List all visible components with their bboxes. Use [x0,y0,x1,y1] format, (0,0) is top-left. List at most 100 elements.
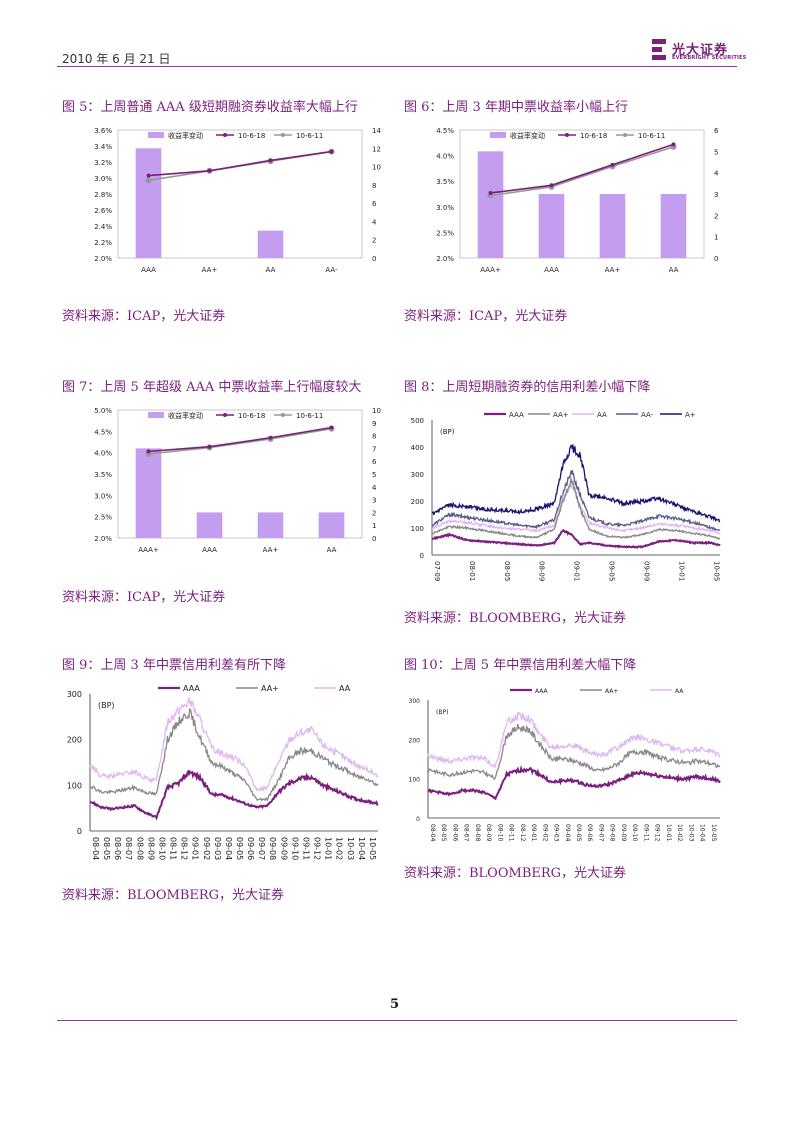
fig9-legend-label: AA+ [261,684,279,693]
fig5-right-tick: 4 [372,218,377,226]
fig10-title: 图 10：上周 5 年中票信用利差大幅下降 [404,658,637,673]
fig10-x-tick: 09-01 [530,824,537,842]
fig6-data-point [549,183,554,188]
fig7-right-tick: 6 [372,458,377,466]
fig6-right-tick: 4 [714,170,719,178]
fig8-y-tick: 400 [411,444,424,452]
fig6-title: 图 6：上周 3 年期中票收益率小幅上行 [404,100,628,115]
fig7-series-line [148,426,332,453]
fig6-left-tick: 2.5% [436,229,454,237]
fig10-x-tick: 08-04 [429,824,436,842]
fig7-left-tick: 3.0% [94,492,112,500]
fig6-category-label: AAA [544,266,559,274]
fig7-legend-swatch [148,412,164,418]
fig6-left-tick: 2.0% [436,255,454,263]
fig5-series-line [148,150,332,177]
fig9-x-tick: 09-09 [279,837,288,860]
fig7-data-point [207,444,212,449]
fig5-data-point [329,149,334,154]
fig8-legend-label: AA- [641,411,654,419]
fig10-legend-label: AA [675,688,684,695]
fig6-data-point [488,190,493,195]
fig8-y-tick: 100 [411,525,424,533]
fig7-left-tick: 4.0% [94,450,112,458]
logo-mark-icon [652,39,668,61]
fig8-x-tick: 09-05 [608,561,616,581]
fig9-x-tick: 08-12 [180,837,189,860]
fig10-x-tick: 09-08 [609,824,616,842]
fig5-category-label: AA+ [202,266,218,274]
fig5-category-label: AA [266,266,276,274]
fig10-x-tick: 10-01 [665,824,672,842]
fig5-category-label: AA- [325,266,338,274]
page-number: 5 [390,997,400,1012]
fig9-x-tick: 09-08 [268,837,277,860]
fig7-legend-label: 10-6-18 [238,412,265,420]
fig10-x-tick: 08-06 [451,824,458,842]
fig10-unit-label: (BP) [436,709,448,716]
fig6-right-tick: 3 [714,191,718,199]
company-logo: 光大证券 EVERBRIGHT SECURITIES [652,39,752,65]
fig6-legend-marker [623,133,627,137]
fig5-bar [135,148,162,258]
fig10-x-tick: 09-12 [654,824,661,842]
fig7-source: 资料来源：ICAP，光大证券 [62,590,226,605]
fig10-series-line [427,711,721,769]
fig8-x-tick: 08-09 [538,561,546,581]
fig9-title: 图 9：上周 3 年中票信用利差有所下降 [62,658,286,673]
fig8-legend-label: A+ [685,411,696,419]
fig6-category-label: AA [669,266,679,274]
fig5-right-tick: 12 [372,145,381,153]
fig7-category-label: AAA+ [138,546,159,554]
fig7-plot-frame [117,409,363,539]
fig8-legend-label: AAA [509,411,524,419]
fig10-x-tick: 09-04 [564,824,571,842]
fig5-right-tick: 8 [372,182,376,190]
fig9-x-tick: 09-12 [313,837,322,860]
fig7-data-point [329,425,334,430]
fig7-bar [318,512,345,538]
fig9-x-tick: 08-07 [124,837,133,860]
fig5-plot-frame [117,129,363,259]
fig9-x-tick: 10-01 [324,837,333,860]
fig9-x-tick: 09-11 [301,837,310,860]
fig8-y-tick: 300 [411,471,424,479]
fig7-legend-marker [223,413,227,417]
fig5-left-tick: 3.2% [94,159,112,167]
fig9-x-tick: 08-10 [157,837,166,860]
fig8-legend-label: AA [597,411,607,419]
fig8-series-line [431,483,721,535]
fig8-x-tick: 09-09 [642,561,650,581]
fig5-right-tick: 10 [372,164,381,172]
fig10-x-tick: 08-09 [485,824,492,842]
fig5-legend-swatch [148,132,164,138]
fig10-legend-label: AA+ [605,688,618,695]
fig5-data-point [207,168,212,173]
fig6-left-tick: 4.0% [436,153,454,161]
fig7-category-label: AA [327,546,337,554]
fig5-left-tick: 2.2% [94,239,112,247]
fig5-right-tick: 2 [372,237,376,245]
fig6-data-point [610,162,615,167]
fig8-source: 资料来源：BLOOMBERG，光大证券 [404,611,627,626]
fig8-x-tick: 09-01 [573,561,581,581]
fig8-x-tick: 10-01 [677,561,685,581]
fig6-bar [599,194,626,258]
fig5-left-tick: 2.0% [94,255,112,263]
fig5-legend-label: 10-6-18 [238,132,265,140]
fig6-series-line [490,143,674,194]
fig5-category-label: AAA [141,266,156,274]
fig7-legend-marker [281,413,285,417]
fig9-y-tick: 0 [77,827,82,836]
fig8-series-line [431,469,721,532]
fig5-left-tick: 2.8% [94,191,112,199]
fig7-title: 图 7：上周 5 年超级 AAA 中票收益率上行幅度较大 [62,380,362,395]
fig9-x-tick: 09-05 [235,837,244,860]
fig7-right-tick: 3 [372,497,376,505]
fig9-source: 资料来源：BLOOMBERG，光大证券 [62,888,285,903]
fig6-category-label: AAA+ [480,266,501,274]
fig10-x-tick: 09-07 [597,824,604,842]
fig5-right-tick: 14 [372,127,381,135]
fig9-unit-label: (BP) [98,701,115,710]
